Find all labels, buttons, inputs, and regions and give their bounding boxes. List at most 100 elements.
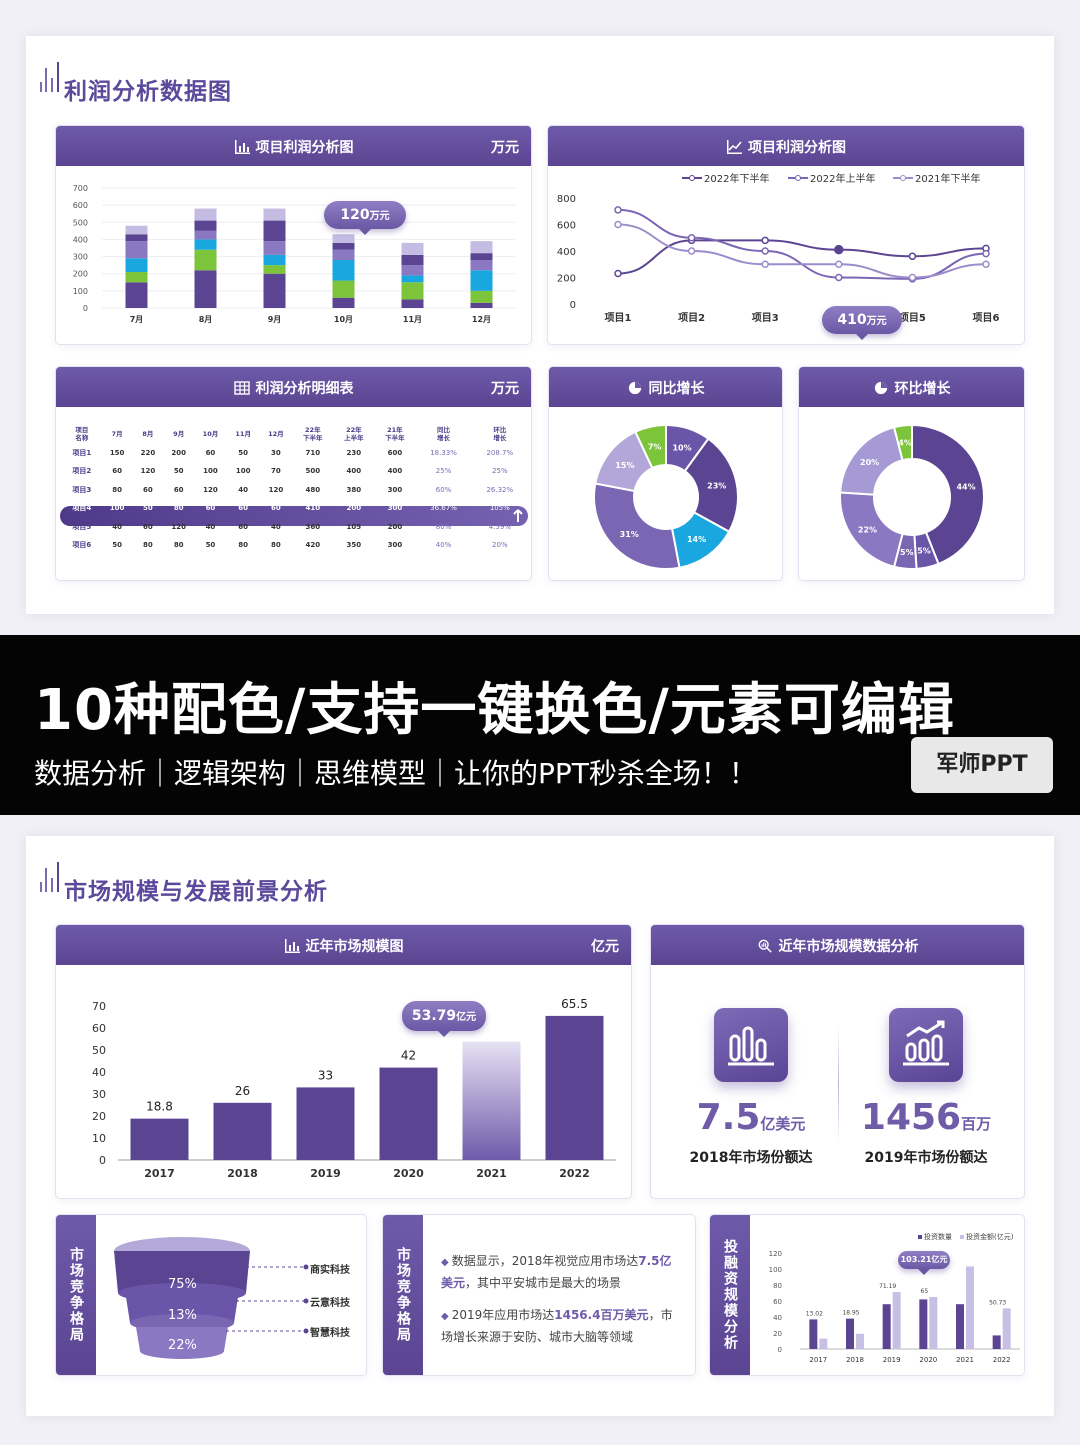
bullet-point: 2019年应用市场达1456.4百万美元，市场增长来源于安防、城市大脑等领域: [441, 1305, 681, 1347]
table-cell: 600: [387, 448, 403, 457]
data-point: [761, 236, 769, 245]
invest-bar-chart: 0 20 40 60 80 100 120 13.02 2017 18.95 2018 71.19 20…: [769, 1232, 1020, 1364]
data-point: [982, 249, 990, 258]
y-tick-label: 200: [73, 270, 88, 279]
x-tick-label: 2021: [476, 1167, 507, 1180]
panel-header: 同比增长: [549, 367, 782, 407]
stat-caption: 2019年市场份额达: [864, 1150, 988, 1166]
x-tick-label: 11月: [403, 315, 422, 324]
table-cell: 60: [143, 485, 153, 494]
data-label: 26: [235, 1084, 250, 1098]
table-row[interactable]: 项目5 40 60 120 40 60 40 360 105 200 80% 4.59%: [62, 518, 528, 537]
bar-segment: [332, 234, 355, 243]
panel-header: 近年市场规模数据分析: [651, 925, 1024, 965]
table-cell: 40: [271, 522, 281, 531]
y-tick-label: 0: [99, 1154, 106, 1167]
data-point: [614, 206, 622, 214]
pie-chart-icon: [874, 381, 887, 395]
table-row[interactable]: 项目6 50 80 80 50 80 80 420 350 300 40% 20%: [62, 536, 528, 555]
table-cell: 40: [238, 485, 249, 494]
table-cell: 80: [238, 541, 249, 550]
bar: [462, 1041, 521, 1160]
funnel-chart: [114, 1237, 309, 1359]
y-tick-label: 120: [769, 1250, 782, 1258]
y-tick-label: 700: [73, 184, 88, 193]
bar-count: [919, 1299, 928, 1349]
bar-segment: [263, 273, 286, 308]
table-cell: 25%: [492, 467, 508, 476]
table-cell: 200: [346, 504, 362, 513]
brand-button[interactable]: 军师PPT: [911, 737, 1053, 793]
panel-header: 环比增长: [799, 367, 1024, 407]
table-cell: 25%: [435, 467, 452, 476]
data-point: [761, 247, 769, 255]
bar-segment: [263, 220, 286, 242]
donut-slice: [911, 423, 985, 566]
data-label: 50.73: [989, 1299, 1006, 1306]
table-row[interactable]: 项目2 60 120 50 100 100 70 500 400 400 25% 25%: [62, 462, 528, 481]
bar-segment: [470, 270, 493, 291]
bullet-text: 2019年应用市场达: [451, 1308, 555, 1322]
data-label: 65.5: [561, 997, 588, 1011]
bar-amount: [819, 1338, 828, 1349]
yoy-donut-chart: 10% 23% 14% 31% 15% 7%: [593, 423, 739, 570]
bar-segment: [125, 272, 148, 283]
column-header: 12月: [268, 430, 284, 439]
series-line: [617, 223, 987, 279]
bar-count: [992, 1335, 1001, 1349]
y-tick-label: 100: [73, 287, 88, 296]
bar-chart-icon: [284, 939, 300, 953]
y-tick-label: 20: [773, 1330, 782, 1338]
legend-marker: [900, 175, 906, 181]
funnel-label: 云意科技: [310, 1298, 350, 1309]
column-header: 同比 增长: [437, 426, 451, 443]
table-cell: 项目1: [72, 448, 92, 457]
x-tick-label: 2018: [846, 1356, 864, 1364]
column-header: 9月: [173, 430, 185, 439]
table-cell: 30: [271, 448, 281, 457]
column-header: 21年 下半年: [385, 426, 405, 443]
table-cell: 50: [205, 541, 216, 550]
table-cell: 480: [305, 485, 321, 494]
stat-value: 7.5亿美元: [671, 1097, 831, 1138]
side-label: 市场竞争格局: [383, 1215, 423, 1375]
bar-amount: [856, 1333, 864, 1349]
y-tick-label: 0: [83, 304, 88, 313]
table-row[interactable]: 项目4 100 50 80 60 60 60 410 200 300 36.67% 105%: [62, 499, 528, 518]
y-tick-label: 10: [92, 1132, 106, 1145]
bar-segment: [125, 225, 148, 235]
bar-segment: [332, 297, 355, 308]
table-cell: 60: [112, 467, 122, 476]
cursor-icon: [513, 509, 523, 522]
bar: [296, 1087, 355, 1160]
stat-value: 1456百万: [846, 1097, 1006, 1138]
data-point: [908, 273, 917, 282]
column-header: 22年 上半年: [344, 426, 364, 443]
bar-count: [882, 1304, 891, 1349]
slice-label: 7%: [648, 442, 662, 451]
bar: [213, 1102, 272, 1160]
growth-stats-icon: [889, 1008, 963, 1082]
bubble-unit: 亿元: [456, 1012, 477, 1023]
stats-panel: 近年市场规模数据分析 7.5亿美元 1456百万 2018年市场份额达 2019…: [650, 924, 1025, 1199]
callout-bubble: 103.21亿元: [898, 1251, 950, 1275]
bubble-value: 120: [340, 207, 370, 223]
bar-segment: [470, 302, 493, 308]
data-point: [687, 247, 696, 255]
table-row[interactable]: 项目3 80 60 60 120 40 120 480 380 300 60% 26.32%: [62, 481, 528, 500]
stat-number: 7.5: [696, 1097, 761, 1138]
table-cell: 300: [387, 541, 403, 550]
market-slide: 市场规模与发展前景分析 近年市场规模图 亿元 0 10 20 30 40 50 60 70 18…: [26, 836, 1054, 1416]
bar-segment: [125, 241, 148, 259]
table-row[interactable]: 项目1 150 220 200 60 50 30 710 230 600 18.33% 208.7%: [62, 444, 528, 463]
invest-panel: 投融资规模分析 0 20 40 60 80 100 120 13.02 2017 18.95 201…: [709, 1214, 1025, 1376]
table-cell: 4.59%: [488, 522, 511, 531]
bar-segment: [263, 241, 286, 255]
column-header: 项目 名称: [75, 426, 89, 443]
funnel-pct: 75%: [168, 1277, 197, 1292]
table-cell: 100: [235, 467, 251, 476]
legend-label: 2021年下半年: [915, 172, 980, 185]
x-tick-label: 2020: [919, 1356, 937, 1364]
x-tick-label: 2020: [393, 1167, 424, 1180]
stat-number: 1456: [860, 1097, 962, 1138]
